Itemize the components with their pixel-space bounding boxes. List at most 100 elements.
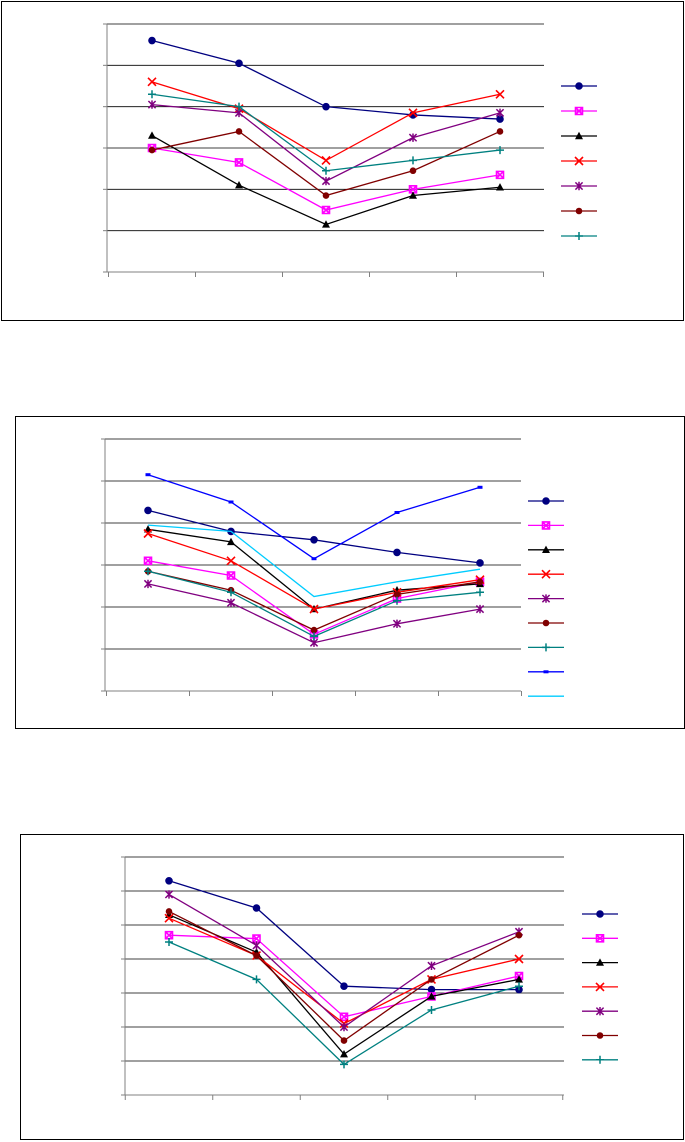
legend-marker	[575, 207, 583, 215]
data-point	[475, 604, 485, 614]
legend-marker	[542, 619, 550, 627]
series-line	[147, 474, 481, 560]
data-point	[427, 1006, 436, 1014]
legend-marker	[574, 156, 584, 166]
series-1	[148, 36, 504, 123]
data-point	[148, 90, 156, 99]
data-point	[408, 133, 418, 142]
data-point	[143, 579, 153, 589]
data-point	[496, 183, 504, 191]
legend-entry	[528, 545, 564, 553]
data-point	[227, 537, 235, 546]
legend-marker	[541, 594, 551, 603]
data-point	[143, 528, 153, 539]
data-point	[340, 1037, 348, 1044]
series-line	[151, 130, 501, 197]
legend-marker	[596, 910, 604, 918]
legend-entry	[528, 670, 564, 674]
data-point	[476, 588, 484, 597]
data-point	[311, 557, 317, 561]
data-point	[165, 938, 173, 946]
legend-entry	[582, 910, 618, 918]
legend-entry	[582, 934, 618, 943]
data-point	[310, 626, 318, 634]
series-line	[147, 570, 481, 638]
data-point	[428, 976, 435, 983]
data-point	[148, 131, 156, 139]
legend-marker	[574, 106, 584, 116]
series-1	[144, 506, 484, 567]
data-point	[476, 559, 484, 567]
data-point	[427, 961, 436, 970]
data-point	[409, 191, 417, 199]
data-point	[148, 36, 156, 45]
legend-entry	[561, 156, 597, 166]
data-point	[495, 89, 505, 99]
data-point	[164, 890, 174, 899]
data-point	[252, 975, 261, 984]
series-line	[147, 570, 481, 631]
legend-marker	[541, 569, 551, 579]
series-3	[148, 131, 504, 228]
data-point	[339, 1022, 349, 1032]
series-9	[147, 524, 481, 598]
series-7	[165, 938, 523, 1069]
data-point	[165, 908, 173, 915]
data-point	[496, 128, 504, 135]
legend-marker	[575, 131, 583, 140]
legend-marker	[542, 643, 550, 652]
data-point	[310, 536, 318, 544]
data-point	[226, 598, 236, 607]
chart-1-svg	[103, 23, 597, 277]
data-point	[340, 1050, 348, 1058]
data-point	[234, 158, 244, 167]
legend-entry	[528, 619, 564, 627]
legend-entry	[582, 958, 618, 966]
data-point	[393, 591, 401, 598]
series-line	[168, 941, 520, 1066]
data-point	[164, 913, 174, 923]
data-point	[477, 485, 483, 489]
data-point	[226, 571, 236, 580]
chart-2-frame	[15, 416, 685, 729]
legend-marker	[542, 497, 550, 505]
data-point	[409, 156, 417, 165]
series-line	[151, 81, 501, 162]
legend-marker	[596, 958, 604, 966]
series-5	[164, 890, 524, 1032]
chart-3-svg	[121, 856, 618, 1100]
data-point	[322, 220, 330, 228]
data-point	[408, 108, 418, 118]
series-6	[165, 908, 523, 1044]
series-line	[168, 880, 519, 991]
data-point	[227, 588, 235, 597]
series-7	[144, 567, 484, 641]
data-point	[144, 567, 152, 576]
data-point	[392, 619, 402, 628]
series-7	[148, 90, 504, 175]
data-point	[514, 954, 524, 964]
data-point	[322, 166, 330, 175]
chart-1-frame	[1, 1, 684, 321]
data-point	[147, 100, 157, 109]
legend-marker	[575, 232, 583, 240]
data-point	[321, 205, 331, 215]
data-point	[235, 181, 243, 189]
legend-entry	[561, 232, 597, 240]
series-1	[165, 877, 523, 994]
legend-entry	[561, 106, 597, 116]
legend-marker	[595, 1007, 605, 1016]
data-point	[253, 952, 260, 959]
data-point	[148, 146, 156, 154]
legend-entry	[528, 594, 564, 603]
data-point	[427, 992, 436, 1000]
data-point	[515, 982, 523, 991]
series-4	[164, 913, 524, 1029]
data-point	[252, 941, 261, 950]
series-6	[144, 568, 484, 634]
data-point	[515, 931, 523, 939]
data-point	[321, 155, 331, 165]
data-point	[409, 167, 417, 175]
data-point	[496, 146, 504, 155]
legend-marker	[596, 1055, 604, 1064]
